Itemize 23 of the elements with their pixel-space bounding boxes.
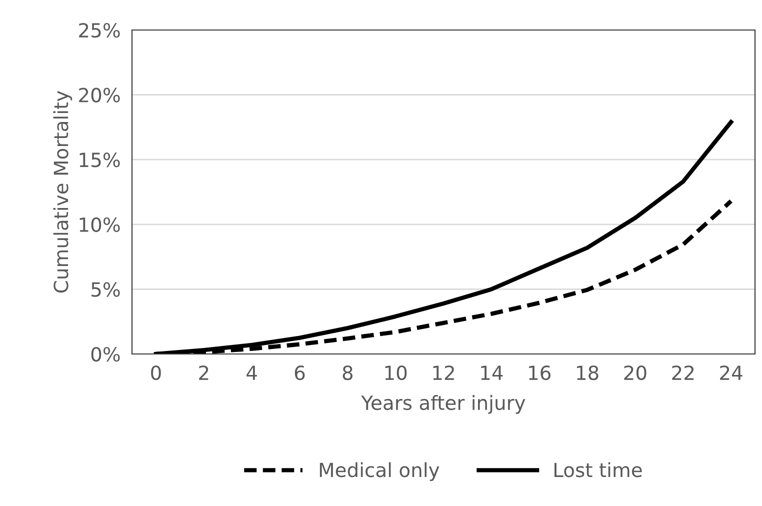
y-tick-label: 25%	[79, 22, 120, 38]
x-tick-label: 8	[342, 365, 353, 380]
x-tick-label: 24	[720, 365, 742, 380]
x-tick-label: 6	[294, 365, 305, 380]
legend-label: Medical only	[320, 462, 440, 482]
x-tick-label: 4	[246, 366, 257, 380]
y-tick-label: 5%	[92, 282, 120, 297]
x-tick-label: 16	[529, 365, 550, 380]
x-tick-label: 18	[577, 365, 598, 380]
x-axis-title: Years after injury	[361, 395, 526, 414]
x-tick-label: 12	[433, 365, 454, 380]
x-tick-label: 20	[624, 365, 646, 380]
x-tick-label: 10	[385, 365, 407, 380]
x-tick-label: 22	[672, 365, 694, 380]
legend-label: Lost time	[554, 462, 642, 478]
x-tick-label: 2	[199, 365, 208, 380]
y-tick-label: 20%	[79, 88, 120, 102]
y-axis-title: Cumulative Mortality	[53, 90, 72, 293]
y-tick-label: 15%	[80, 152, 120, 168]
y-tick-label: 0%	[91, 346, 120, 362]
x-tick-label: 0	[151, 365, 161, 380]
x-tick-label: 14	[481, 366, 503, 380]
y-tick-label: 10%	[80, 217, 120, 232]
